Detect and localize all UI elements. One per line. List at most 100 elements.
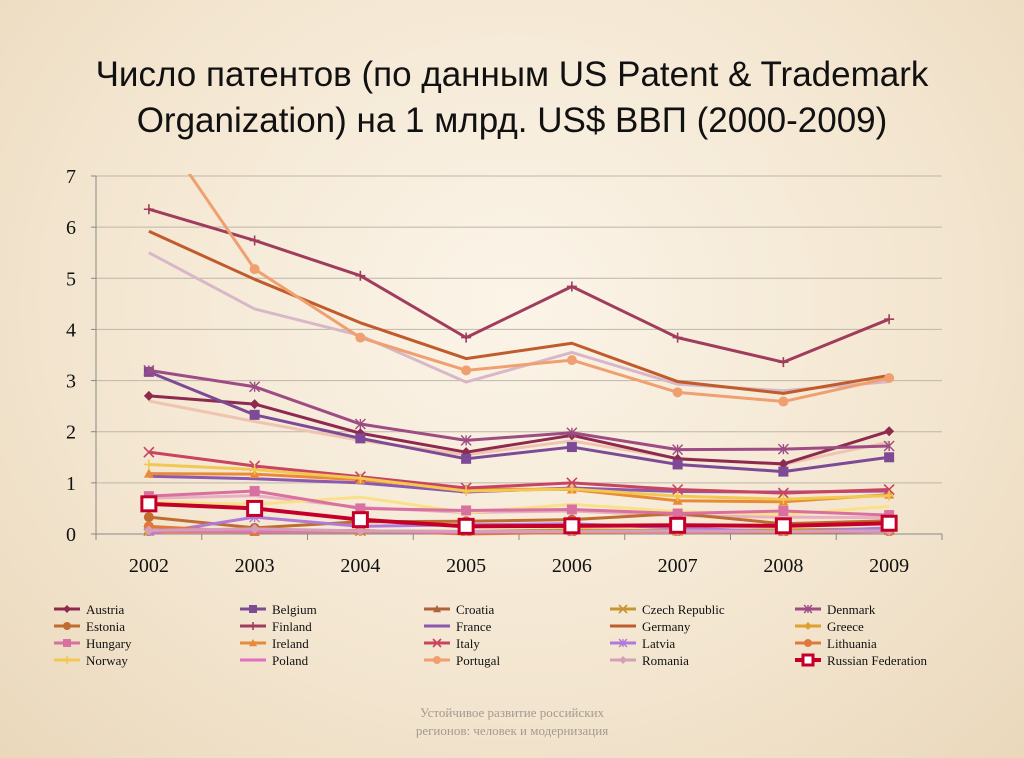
x-tick-label: 2005 — [446, 555, 486, 577]
legend-label: Ireland — [272, 636, 309, 651]
data-point — [778, 458, 789, 469]
x-tick-label: 2007 — [658, 555, 698, 577]
data-point — [884, 426, 895, 437]
series-unlabeled — [148, 251, 890, 393]
legend-item-italy: Italy — [424, 636, 480, 651]
slide-footer: Устойчивое развитие российских регионов:… — [362, 704, 662, 740]
legend-label: Estonia — [86, 619, 125, 634]
data-point — [249, 523, 260, 534]
data-point — [778, 357, 789, 368]
data-point — [566, 427, 578, 439]
legend-marker — [63, 622, 71, 630]
data-point — [672, 483, 684, 496]
legend-label: Austria — [86, 602, 125, 617]
series-line — [148, 450, 890, 495]
footer-line-2: регионов: человек и модернизация — [415, 723, 609, 738]
series-belgium — [143, 366, 895, 477]
legend-item-russian-federation: Russian Federation — [795, 653, 928, 668]
legend-item-denmark: Denmark — [795, 602, 876, 617]
data-point — [246, 499, 264, 517]
data-point — [143, 390, 154, 401]
series-norway — [143, 459, 895, 505]
legend-label: Lithuania — [827, 636, 877, 651]
data-point — [355, 473, 366, 484]
legend-label: Belgium — [272, 602, 317, 617]
data-point — [566, 355, 577, 366]
legend-item-estonia: Estonia — [54, 619, 125, 634]
legend-label: Czech Republic — [642, 602, 725, 617]
x-tick-label: 2008 — [763, 555, 803, 577]
legend-item-croatia: Croatia — [424, 602, 494, 617]
series-unlabeled — [148, 494, 890, 520]
legend-item-greece: Greece — [795, 619, 864, 634]
series-line — [148, 494, 890, 520]
data-point — [143, 512, 154, 523]
legend-marker — [804, 622, 812, 630]
y-tick-label: 0 — [66, 524, 76, 546]
series-line — [148, 512, 890, 530]
legend-item-austria: Austria — [54, 602, 125, 617]
legend-marker — [249, 605, 257, 613]
y-tick-label: 4 — [66, 319, 76, 341]
data-point — [249, 464, 260, 475]
legend-marker — [432, 638, 442, 648]
legend-item-germany: Germany — [610, 619, 691, 634]
series-line — [148, 399, 890, 466]
data-point — [880, 514, 898, 532]
data-point — [566, 504, 577, 515]
data-point — [249, 381, 261, 393]
y-tick-label: 2 — [66, 422, 76, 444]
data-point — [457, 517, 475, 535]
gridlines — [96, 175, 942, 535]
legend-marker — [801, 653, 815, 667]
legend-marker — [249, 622, 257, 630]
series-line — [148, 394, 890, 466]
legend-marker — [803, 604, 813, 614]
legend-item-hungary: Hungary — [54, 636, 132, 651]
legend-item-latvia: Latvia — [610, 636, 675, 651]
legend-item-ireland: Ireland — [240, 636, 309, 651]
legend-label: Finland — [272, 619, 312, 634]
legend-marker — [804, 639, 812, 647]
series-denmark — [143, 364, 895, 456]
legend-item-czech-republic: Czech Republic — [610, 602, 725, 617]
series-lines — [140, 174, 898, 536]
y-tick-label: 1 — [66, 473, 76, 495]
legend-label: Romania — [642, 653, 689, 668]
data-point — [143, 364, 155, 376]
series-portugal — [187, 174, 895, 407]
data-point — [140, 495, 158, 513]
data-point — [566, 281, 577, 292]
data-point — [143, 446, 155, 458]
data-point — [354, 418, 366, 430]
data-point — [355, 332, 366, 343]
x-tick-label: 2004 — [340, 555, 380, 577]
data-point — [351, 511, 369, 529]
series-line — [148, 527, 890, 533]
legend-label: Hungary — [86, 636, 132, 651]
series-line — [148, 368, 890, 452]
data-point — [249, 409, 260, 420]
legend-label: Germany — [642, 619, 691, 634]
data-point — [884, 490, 895, 501]
data-point — [461, 332, 472, 343]
legend-item-lithuania: Lithuania — [795, 636, 877, 651]
legend-label: Poland — [272, 653, 309, 668]
x-tick-label: 2002 — [129, 555, 169, 577]
data-point — [777, 487, 789, 499]
data-point — [884, 373, 895, 384]
legend-marker — [618, 604, 628, 614]
data-point — [355, 433, 366, 444]
data-point — [672, 387, 683, 398]
series-line — [148, 501, 890, 529]
legend-label: France — [456, 619, 492, 634]
series-line — [148, 462, 890, 501]
legend-item-romania: Romania — [610, 653, 689, 668]
legend-item-france: France — [424, 619, 492, 634]
data-point — [883, 483, 895, 496]
data-point — [566, 483, 577, 494]
data-point — [249, 399, 260, 410]
data-point — [249, 264, 260, 275]
legend-label: Greece — [827, 619, 864, 634]
series-finland — [143, 204, 895, 368]
